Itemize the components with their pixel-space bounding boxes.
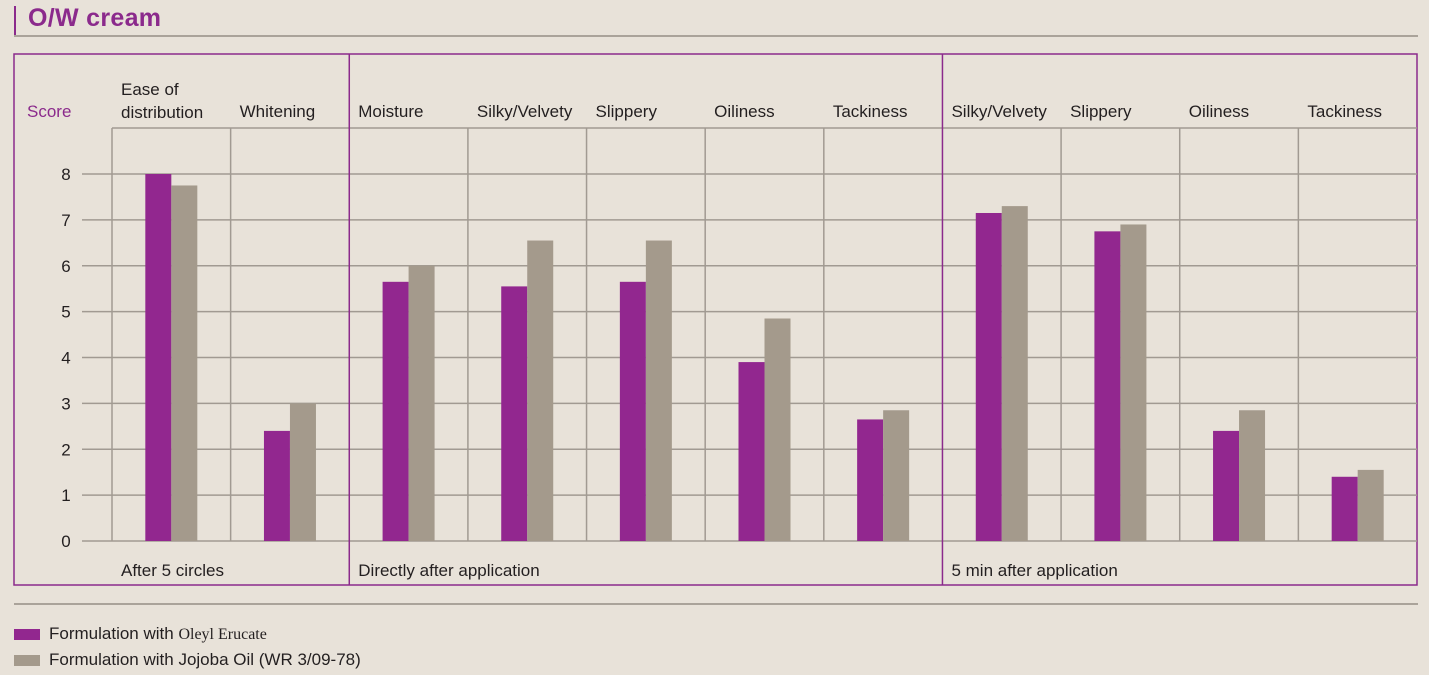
bar-oleyl-erucate-1 [263, 430, 290, 541]
bar-jojoba-oil-wr-3-09-78-4 [645, 240, 672, 542]
bar-jojoba-oil-wr-3-09-78-7 [1001, 206, 1028, 542]
title-accent-bar [14, 6, 16, 36]
y-tick-label-8: 8 [61, 165, 70, 184]
y-tick-label-7: 7 [61, 211, 70, 230]
bar-oleyl-erucate-9 [1213, 430, 1240, 541]
y-tick-label-4: 4 [61, 349, 70, 368]
category-label-3: Silky/Velvety [477, 102, 573, 121]
legend-label-jojoba-oil: Formulation with Jojoba Oil (WR 3/09-78) [49, 650, 361, 670]
legend-swatch-jojoba-oil [14, 655, 40, 666]
category-label-6: Tackiness [833, 102, 908, 121]
bar-jojoba-oil-wr-3-09-78-1 [289, 403, 316, 541]
category-label-5: Oiliness [714, 102, 774, 121]
legend-prefix-oleyl-erucate: Formulation with [49, 624, 179, 643]
bar-oleyl-erucate-7 [975, 212, 1002, 541]
y-tick-label-2: 2 [61, 440, 70, 459]
bar-jojoba-oil-wr-3-09-78-9 [1239, 410, 1266, 541]
group-label-directly-after-application: Directly after application [358, 561, 539, 580]
legend-swatch-oleyl-erucate [14, 629, 40, 640]
legend-product-oleyl-erucate: Oleyl Erucate [178, 626, 267, 643]
category-label-4: Slippery [596, 102, 658, 121]
bar-oleyl-erucate-8 [1094, 231, 1121, 541]
y-tick-label-6: 6 [61, 257, 70, 276]
category-label-9: Oiliness [1189, 102, 1249, 121]
chart-frame [13, 53, 1418, 586]
category-label-7: Silky/Velvety [951, 102, 1047, 121]
bar-oleyl-erucate-10 [1331, 476, 1358, 541]
legend-divider [14, 603, 1418, 605]
bar-jojoba-oil-wr-3-09-78-0 [171, 185, 198, 541]
chart-title: O/W cream [28, 4, 162, 32]
category-label-10: Tackiness [1307, 102, 1382, 121]
y-tick-label-5: 5 [61, 303, 70, 322]
bar-jojoba-oil-wr-3-09-78-5 [764, 318, 791, 541]
y-tick-label-1: 1 [61, 486, 70, 505]
category-label-2: Moisture [358, 102, 423, 121]
bar-jojoba-oil-wr-3-09-78-10 [1357, 469, 1384, 541]
category-label-8: Slippery [1070, 102, 1132, 121]
legend-prefix-jojoba-oil: Formulation with [49, 650, 179, 669]
bar-jojoba-oil-wr-3-09-78-6 [883, 410, 910, 541]
category-label-1: Whitening [240, 102, 316, 121]
bar-jojoba-oil-wr-3-09-78-3 [527, 240, 554, 542]
category-label-0-line-1: distribution [121, 103, 203, 122]
legend-product-jojoba-oil: Jojoba Oil (WR 3/09-78) [178, 650, 361, 669]
group-label-after-5-circles: After 5 circles [121, 561, 224, 580]
bar-oleyl-erucate-6 [857, 419, 884, 541]
legend-label-oleyl-erucate: Formulation with Oleyl Erucate [49, 624, 267, 644]
title-bar: O/W cream [14, 2, 1418, 38]
bar-oleyl-erucate-4 [619, 281, 646, 541]
bar-chart: Score 0 1 2 3 4 5 6 7 8 Ease of distribution Whiteni… [13, 53, 1418, 586]
y-tick-label-3: 3 [61, 394, 70, 413]
bar-oleyl-erucate-0 [145, 174, 172, 541]
bar-oleyl-erucate-3 [501, 286, 528, 541]
y-axis-label: Score [27, 102, 71, 121]
bar-oleyl-erucate-5 [738, 362, 765, 541]
category-label-0-line-0: Ease of [121, 80, 179, 99]
title-rule [14, 35, 1418, 37]
y-tick-label-0: 0 [61, 532, 70, 551]
bar-jojoba-oil-wr-3-09-78-8 [1120, 224, 1147, 541]
group-label-5-min-after-application: 5 min after application [951, 561, 1117, 580]
bar-oleyl-erucate-2 [382, 281, 409, 541]
bar-jojoba-oil-wr-3-09-78-2 [408, 265, 435, 541]
